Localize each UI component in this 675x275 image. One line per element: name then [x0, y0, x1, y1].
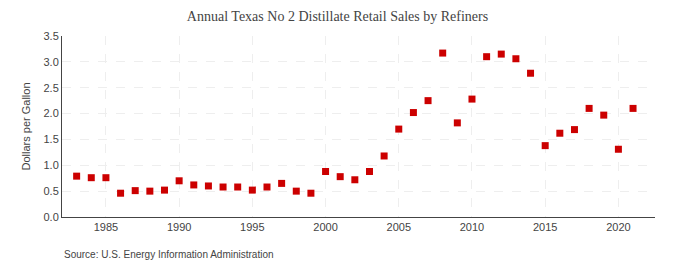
svg-text:1990: 1990: [167, 221, 191, 233]
svg-text:3.0: 3.0: [44, 56, 59, 68]
svg-text:Source: U.S. Energy Informatio: Source: U.S. Energy Information Administ…: [64, 249, 274, 260]
svg-text:Dollars per Gallon: Dollars per Gallon: [20, 82, 32, 170]
svg-text:1.0: 1.0: [44, 159, 59, 171]
svg-text:2020: 2020: [606, 221, 630, 233]
svg-text:0.5: 0.5: [44, 185, 59, 197]
svg-text:1995: 1995: [240, 221, 264, 233]
svg-text:0.0: 0.0: [44, 211, 59, 223]
svg-text:3.5: 3.5: [44, 30, 59, 42]
svg-text:2015: 2015: [533, 221, 557, 233]
svg-text:2005: 2005: [387, 221, 411, 233]
svg-text:2.0: 2.0: [44, 107, 59, 119]
svg-text:1.5: 1.5: [44, 133, 59, 145]
svg-text:2.5: 2.5: [44, 82, 59, 94]
svg-text:1985: 1985: [94, 221, 118, 233]
svg-text:Annual Texas No 2 Distillate R: Annual Texas No 2 Distillate Retail Sale…: [187, 9, 488, 24]
svg-text:2000: 2000: [313, 221, 337, 233]
svg-text:2010: 2010: [460, 221, 484, 233]
